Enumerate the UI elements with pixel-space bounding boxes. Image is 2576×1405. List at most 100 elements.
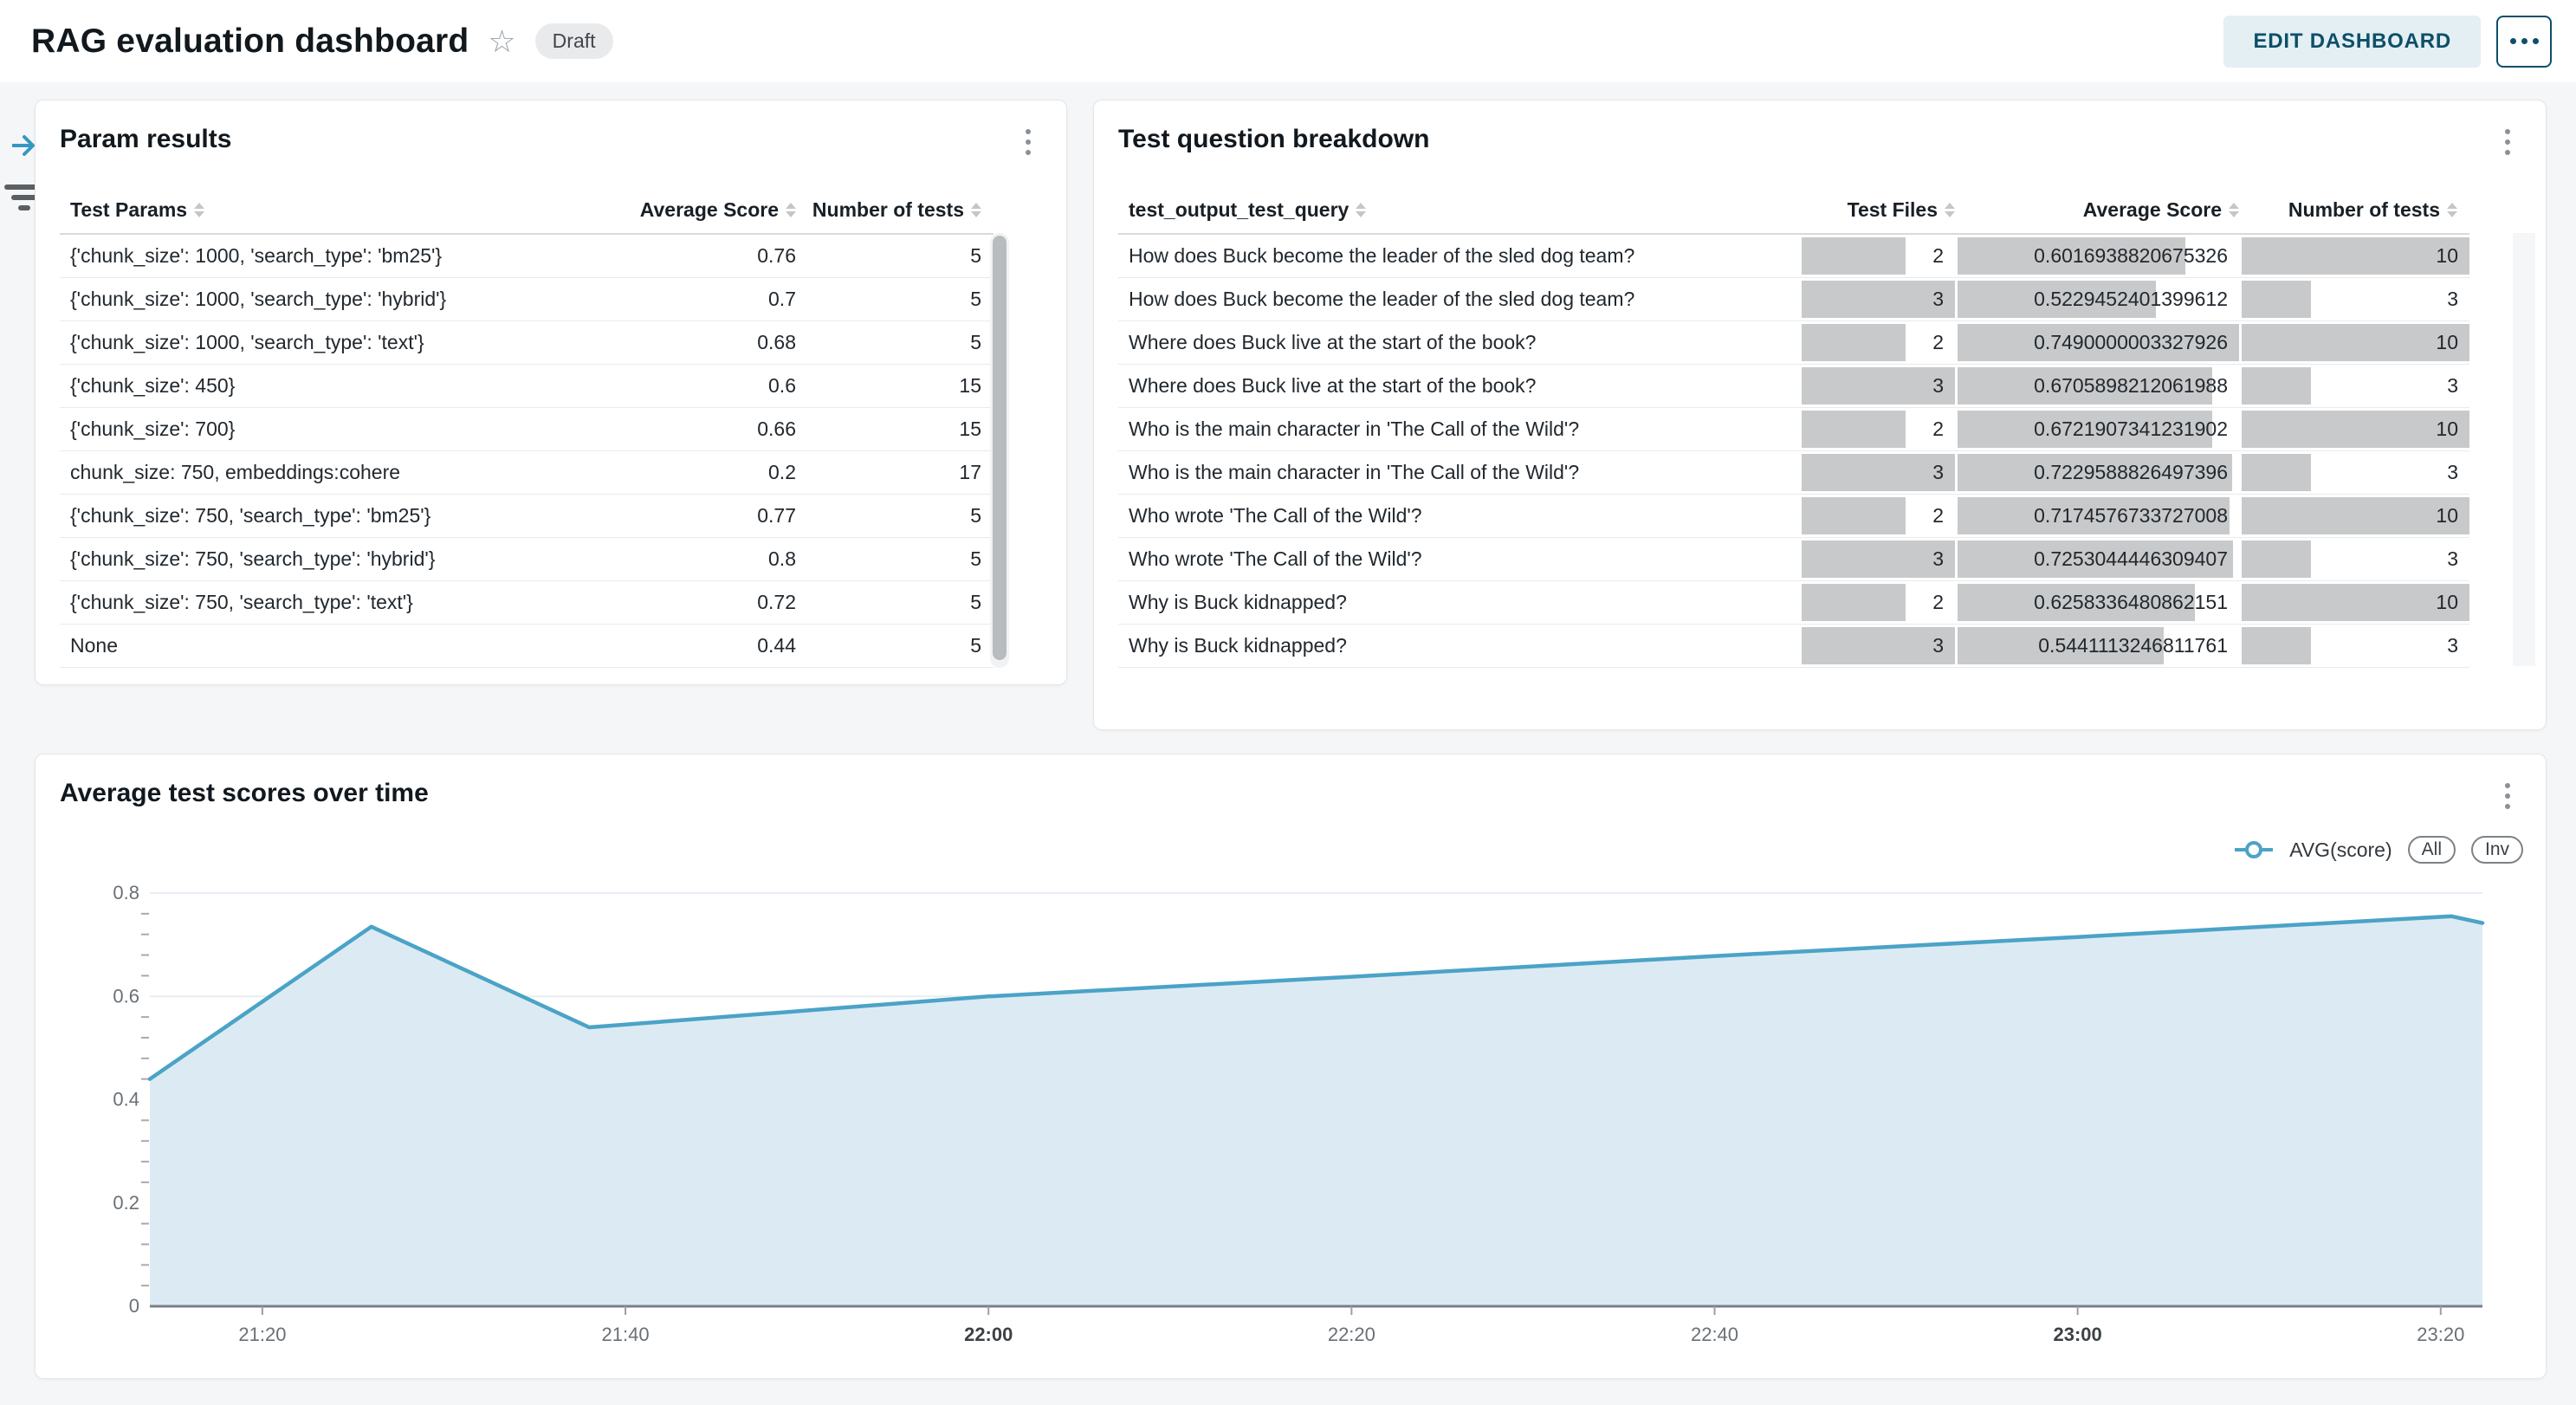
test-params-cell: {'chunk_size': 1000, 'search_type': 'bm2… bbox=[60, 234, 597, 278]
query-cell: Where does Buck live at the start of the… bbox=[1118, 320, 1799, 365]
column-header-test-params[interactable]: Test Params bbox=[60, 187, 597, 235]
table-row: Who is the main character in 'The Call o… bbox=[1118, 407, 2469, 451]
test-files-cell: 2 bbox=[1799, 494, 1955, 538]
sort-icon bbox=[971, 203, 981, 217]
average-score-cell: 0.7253044446309407 bbox=[1955, 537, 2239, 581]
svg-text:21:20: 21:20 bbox=[238, 1324, 286, 1345]
svg-text:22:40: 22:40 bbox=[1691, 1324, 1738, 1345]
number-of-tests-cell: 3 bbox=[2239, 624, 2469, 668]
table-row: How does Buck become the leader of the s… bbox=[1118, 277, 2469, 321]
query-cell: Who wrote 'The Call of the Wild'? bbox=[1118, 494, 1799, 538]
legend-inv-button[interactable]: Inv bbox=[2470, 836, 2523, 864]
test-params-cell: {'chunk_size': 750, 'search_type': 'text… bbox=[60, 580, 597, 625]
panel-menu-button[interactable] bbox=[2490, 123, 2525, 161]
number-of-tests-cell: 10 bbox=[2239, 407, 2469, 451]
average-score-cell: 0.6 bbox=[597, 364, 796, 408]
test-params-cell: {'chunk_size': 1000, 'search_type': 'hyb… bbox=[60, 277, 597, 321]
table-row: {'chunk_size': 1000, 'search_type': 'hyb… bbox=[60, 277, 994, 321]
legend-line-marker-icon bbox=[2235, 841, 2274, 858]
svg-text:0.4: 0.4 bbox=[113, 1089, 139, 1110]
query-cell: How does Buck become the leader of the s… bbox=[1118, 234, 1799, 278]
number-of-tests-cell: 10 bbox=[2239, 234, 2469, 278]
column-header-average-score[interactable]: Average Score bbox=[597, 187, 796, 235]
column-header-number-of-tests[interactable]: Number of tests bbox=[796, 187, 994, 235]
number-of-tests-cell: 10 bbox=[2239, 320, 2469, 365]
svg-text:22:00: 22:00 bbox=[964, 1324, 1013, 1345]
number-of-tests-cell: 3 bbox=[2239, 277, 2469, 321]
number-of-tests-cell: 3 bbox=[2239, 364, 2469, 408]
panel-menu-button[interactable] bbox=[2490, 777, 2525, 815]
favorite-star-icon[interactable]: ☆ bbox=[488, 23, 516, 59]
average-score-cell: 0.5441113246811761 bbox=[1955, 624, 2239, 668]
table-scroll-gutter bbox=[2513, 233, 2535, 666]
test-params-cell: {'chunk_size': 700} bbox=[60, 407, 597, 451]
question-breakdown-table: test_output_test_query Test Files Averag… bbox=[1118, 187, 2469, 668]
table-row: {'chunk_size': 750, 'search_type': 'text… bbox=[60, 580, 994, 625]
column-header-average-score[interactable]: Average Score bbox=[1955, 187, 2239, 235]
panel-menu-button[interactable] bbox=[1011, 123, 1045, 161]
number-of-tests-cell: 10 bbox=[2239, 580, 2469, 625]
average-score-cell: 0.5229452401399612 bbox=[1955, 277, 2239, 321]
number-of-tests-cell: 5 bbox=[796, 277, 994, 321]
test-files-cell: 3 bbox=[1799, 624, 1955, 668]
more-options-button[interactable] bbox=[2496, 15, 2552, 68]
column-header-number-of-tests[interactable]: Number of tests bbox=[2239, 187, 2469, 235]
param-results-panel: Param results Test Params Average Score … bbox=[35, 100, 1067, 685]
table-row: Who wrote 'The Call of the Wild'? 3 0.7253… bbox=[1118, 537, 2469, 581]
average-score-cell: 0.77 bbox=[597, 494, 796, 538]
average-score-cell: 0.2 bbox=[597, 450, 796, 495]
table-scrollbar bbox=[990, 233, 1009, 668]
table-row: chunk_size: 750, embeddings:cohere 0.2 17 bbox=[60, 450, 994, 495]
table-row: Why is Buck kidnapped? 3 0.544111324681176… bbox=[1118, 624, 2469, 668]
table-row: How does Buck become the leader of the s… bbox=[1118, 234, 2469, 278]
top-header: RAG evaluation dashboard ☆ Draft EDIT DA… bbox=[0, 0, 2576, 82]
sort-icon bbox=[2447, 203, 2457, 217]
test-files-cell: 3 bbox=[1799, 537, 1955, 581]
average-score-cell: 0.6705898212061988 bbox=[1955, 364, 2239, 408]
query-cell: Where does Buck live at the start of the… bbox=[1118, 364, 1799, 408]
average-score-cell: 0.7 bbox=[597, 277, 796, 321]
edit-dashboard-button[interactable]: EDIT DASHBOARD bbox=[2223, 15, 2481, 68]
column-header-query[interactable]: test_output_test_query bbox=[1118, 187, 1799, 235]
svg-text:22:20: 22:20 bbox=[1328, 1324, 1375, 1345]
svg-text:23:00: 23:00 bbox=[2054, 1324, 2102, 1345]
number-of-tests-cell: 15 bbox=[796, 364, 994, 408]
test-files-cell: 3 bbox=[1799, 450, 1955, 495]
average-score-cell: 0.72 bbox=[597, 580, 796, 625]
query-cell: Why is Buck kidnapped? bbox=[1118, 580, 1799, 625]
page-title: RAG evaluation dashboard bbox=[31, 22, 469, 60]
status-badge: Draft bbox=[534, 23, 613, 59]
svg-text:23:20: 23:20 bbox=[2417, 1324, 2464, 1345]
chart-legend: AVG(score) All Inv bbox=[2234, 836, 2523, 864]
sort-icon bbox=[786, 203, 796, 217]
legend-series-label[interactable]: AVG(score) bbox=[2289, 838, 2392, 861]
scrollbar-thumb[interactable] bbox=[993, 236, 1006, 660]
panel-title: Param results bbox=[60, 125, 232, 153]
svg-text:0.2: 0.2 bbox=[113, 1192, 139, 1214]
question-breakdown-panel: Test question breakdown test_output_test… bbox=[1093, 100, 2547, 730]
sort-icon bbox=[194, 203, 205, 217]
average-score-cell: 0.8 bbox=[597, 537, 796, 581]
test-params-cell: {'chunk_size': 1000, 'search_type': 'tex… bbox=[60, 320, 597, 365]
number-of-tests-cell: 3 bbox=[2239, 537, 2469, 581]
average-score-cell: 0.6258336480862151 bbox=[1955, 580, 2239, 625]
area-chart[interactable]: 0.8 0.6 0.4 0.2 0 21:20 21:40 22:00 22:20 22:40 23… bbox=[60, 876, 2523, 1361]
query-cell: How does Buck become the leader of the s… bbox=[1118, 277, 1799, 321]
number-of-tests-cell: 5 bbox=[796, 537, 994, 581]
legend-all-button[interactable]: All bbox=[2407, 836, 2456, 864]
test-params-cell: None bbox=[60, 624, 597, 668]
number-of-tests-cell: 5 bbox=[796, 234, 994, 278]
table-row: Why is Buck kidnapped? 2 0.625833648086215… bbox=[1118, 580, 2469, 625]
number-of-tests-cell: 5 bbox=[796, 494, 994, 538]
column-header-test-files[interactable]: Test Files bbox=[1799, 187, 1955, 235]
param-results-table: Test Params Average Score Number of test… bbox=[60, 187, 994, 668]
sort-icon bbox=[2229, 203, 2239, 217]
table-row: {'chunk_size': 1000, 'search_type': 'tex… bbox=[60, 320, 994, 365]
test-files-cell: 2 bbox=[1799, 234, 1955, 278]
average-score-cell: 0.7490000003327926 bbox=[1955, 320, 2239, 365]
sort-icon bbox=[1945, 203, 1955, 217]
svg-text:21:40: 21:40 bbox=[602, 1324, 650, 1345]
test-params-cell: chunk_size: 750, embeddings:cohere bbox=[60, 450, 597, 495]
sort-icon bbox=[1356, 203, 1367, 217]
average-score-cell: 0.76 bbox=[597, 234, 796, 278]
